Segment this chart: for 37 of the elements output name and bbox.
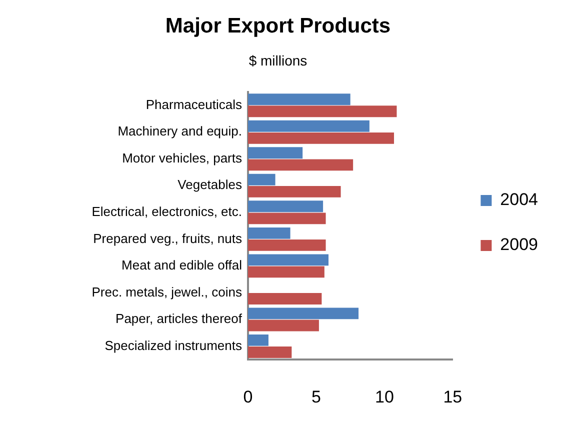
bar (248, 174, 276, 186)
bar (248, 227, 290, 239)
bar (248, 147, 303, 159)
bar (248, 346, 292, 358)
y-tick-label: Paper, articles thereof (116, 311, 242, 326)
bar (248, 159, 354, 171)
bar (248, 320, 319, 332)
bar (248, 293, 322, 304)
y-tick-label: Machinery and equip. (118, 124, 242, 139)
legend-label: 2004 (500, 190, 538, 210)
bar (248, 254, 329, 266)
y-tick-label: Meat and edible offal (122, 258, 242, 273)
x-tick-label: 0 (243, 387, 253, 406)
x-tick-label: 5 (311, 387, 321, 406)
bar (248, 266, 324, 278)
y-tick-label: Electrical, electronics, etc. (92, 204, 242, 219)
bar (248, 334, 268, 346)
bar (248, 186, 341, 198)
x-tick-label: 15 (443, 387, 462, 406)
bar (248, 120, 370, 132)
chart-title: Major Export Products (165, 14, 391, 38)
y-tick-label: Motor vehicles, parts (122, 150, 242, 166)
bar (248, 212, 326, 224)
y-tick-label: Vegetables (178, 177, 242, 192)
x-tick-label: 10 (374, 387, 394, 406)
legend-label: 2009 (500, 235, 538, 254)
bar (248, 94, 350, 106)
bar (248, 308, 359, 320)
chart-subtitle: $ millions (248, 52, 308, 68)
bar (248, 132, 394, 144)
y-tick-label: Prepared veg., fruits, nuts (93, 230, 242, 246)
bar (248, 200, 324, 212)
bar (248, 239, 326, 251)
y-tick-label: Prec. metals, jewel., coins (92, 284, 242, 300)
bar (248, 106, 397, 118)
y-tick-label: Pharmaceuticals (146, 96, 242, 112)
y-tick-label: Specialized instruments (104, 338, 242, 353)
